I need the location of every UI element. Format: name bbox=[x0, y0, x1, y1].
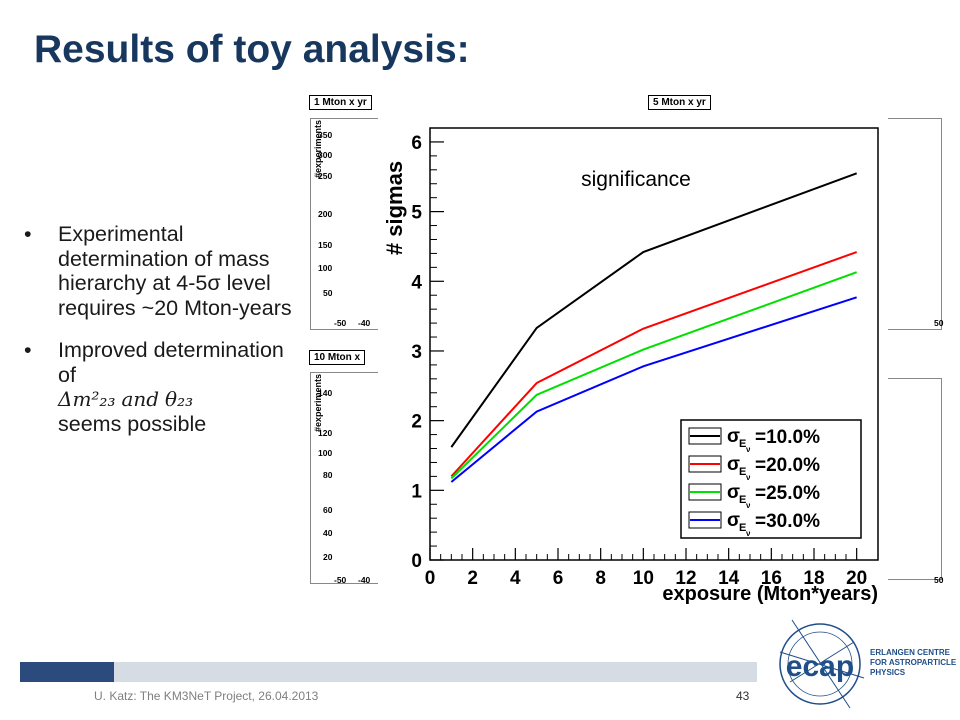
tick-label: 150 bbox=[318, 240, 333, 250]
tick-label: 200 bbox=[318, 209, 333, 219]
panel-title: 10 Mton x bbox=[309, 350, 366, 365]
x-axis-label: exposure (Mton*years) bbox=[662, 583, 878, 605]
tick-label: 20 bbox=[323, 552, 333, 562]
panel-title: 5 Mton x yr bbox=[648, 95, 711, 110]
legend-sub-e: E bbox=[739, 522, 746, 534]
bullet-symbol: • bbox=[24, 222, 32, 246]
tick-label: 100 bbox=[318, 263, 333, 273]
footer-bar-dark bbox=[20, 662, 114, 682]
tick-label: 350 bbox=[318, 130, 333, 140]
math-theta23: θ₂₃ bbox=[165, 387, 194, 411]
y-tick-label: 3 bbox=[411, 342, 422, 363]
panel-title: 1 Mton x yr bbox=[309, 95, 372, 110]
math-and: and bbox=[121, 387, 160, 411]
legend-sub-e: E bbox=[739, 438, 746, 450]
x-tick-label: 2 bbox=[467, 568, 478, 589]
slide-title: Results of toy analysis: bbox=[34, 28, 470, 71]
bullet-item: • Improved determination of Δm²₂₃ and θ₂… bbox=[24, 338, 304, 436]
tick-label: 50 bbox=[934, 575, 944, 585]
tick-label: -40 bbox=[358, 318, 371, 328]
y-tick-label: 2 bbox=[411, 412, 422, 433]
math-delta-m23: Δm²₂₃ bbox=[58, 387, 116, 411]
ecap-logo: ecap bbox=[779, 619, 865, 709]
x-tick-label: 12 bbox=[675, 568, 696, 589]
legend-box bbox=[680, 419, 862, 539]
tick-label: 50 bbox=[323, 288, 333, 298]
y-tick-label: 0 bbox=[411, 551, 422, 572]
x-tick-label: 16 bbox=[761, 568, 782, 589]
x-tick-label: 14 bbox=[718, 568, 740, 589]
logo-line: FOR ASTROPARTICLE bbox=[870, 658, 957, 667]
bullet-text: Experimental determination of mass hiera… bbox=[58, 222, 292, 320]
legend-sub-nu: ν bbox=[746, 445, 751, 454]
x-tick-label: 0 bbox=[425, 568, 436, 589]
series-line bbox=[450, 251, 858, 478]
legend-entry-label: =25.0% bbox=[755, 483, 820, 504]
bullet-text: seems possible bbox=[58, 411, 207, 436]
footer-text: U. Katz: The KM3NeT Project, 26.04.2013 bbox=[94, 689, 319, 703]
bullet-list: • Experimental determination of mass hie… bbox=[24, 222, 304, 454]
y-axis-label: # sigmas bbox=[382, 161, 407, 255]
x-tick-label: 8 bbox=[595, 568, 606, 589]
legend-sigma: σ bbox=[727, 426, 740, 447]
tick-label: 40 bbox=[323, 528, 333, 538]
x-tick-label: 10 bbox=[633, 568, 654, 589]
footer-bar-light bbox=[114, 662, 757, 682]
logo-line: ERLANGEN CENTRE bbox=[870, 648, 951, 657]
panel-ylabel: #experiments bbox=[313, 373, 323, 432]
legend-entry-label: =10.0% bbox=[755, 427, 820, 448]
tick-label: 80 bbox=[323, 470, 333, 480]
tick-label: 60 bbox=[323, 505, 333, 515]
tick-label: 100 bbox=[318, 448, 333, 458]
legend-swatch-box bbox=[688, 455, 722, 473]
legend-sigma: σ bbox=[727, 454, 740, 475]
x-tick-label: 20 bbox=[846, 568, 867, 589]
legend-swatch-box bbox=[688, 427, 722, 445]
logo-mark: ecap bbox=[786, 650, 854, 683]
bullet-text: Improved determination of bbox=[58, 338, 284, 387]
legend-sub-e: E bbox=[739, 466, 746, 478]
legend-sub-nu: ν bbox=[746, 501, 751, 510]
legend-sub-nu: ν bbox=[746, 473, 751, 482]
page-number: 43 bbox=[736, 689, 750, 703]
tick-label: -40 bbox=[358, 575, 371, 585]
panel-ylabel: #experiments bbox=[313, 119, 323, 178]
y-tick-label: 6 bbox=[411, 133, 422, 154]
chart-annotation: significance bbox=[581, 168, 691, 191]
bullet-item: • Experimental determination of mass hie… bbox=[24, 222, 304, 320]
tick-label: -50 bbox=[334, 575, 347, 585]
x-tick-label: 18 bbox=[803, 568, 824, 589]
legend-swatch-box bbox=[688, 483, 722, 501]
legend-sigma: σ bbox=[727, 482, 740, 503]
y-tick-label: 1 bbox=[411, 481, 422, 502]
tick-label: 250 bbox=[318, 171, 333, 181]
legend-entry-label: =30.0% bbox=[755, 511, 820, 532]
tick-label: 50 bbox=[934, 318, 944, 328]
legend-sigma: σ bbox=[727, 510, 740, 531]
tick-label: 300 bbox=[318, 150, 333, 160]
y-tick-label: 5 bbox=[411, 203, 422, 224]
x-tick-label: 4 bbox=[510, 568, 521, 589]
legend-entry-label: =20.0% bbox=[755, 455, 820, 476]
tick-label: 120 bbox=[318, 428, 333, 438]
series-line bbox=[450, 296, 857, 483]
logo-text: ERLANGEN CENTRE FOR ASTROPARTICLE PHYSIC… bbox=[870, 648, 956, 678]
bullet-symbol: • bbox=[24, 338, 32, 362]
logo-line: PHYSICS bbox=[870, 668, 906, 677]
series-line bbox=[450, 172, 858, 448]
legend-sub-e: E bbox=[739, 494, 746, 506]
y-tick-label: 4 bbox=[411, 272, 422, 293]
tick-label: -50 bbox=[334, 318, 347, 328]
legend-swatch-box bbox=[688, 511, 722, 529]
x-tick-label: 6 bbox=[553, 568, 564, 589]
tick-label: 140 bbox=[318, 388, 333, 398]
series-line bbox=[450, 271, 858, 480]
legend-sub-nu: ν bbox=[746, 529, 751, 538]
